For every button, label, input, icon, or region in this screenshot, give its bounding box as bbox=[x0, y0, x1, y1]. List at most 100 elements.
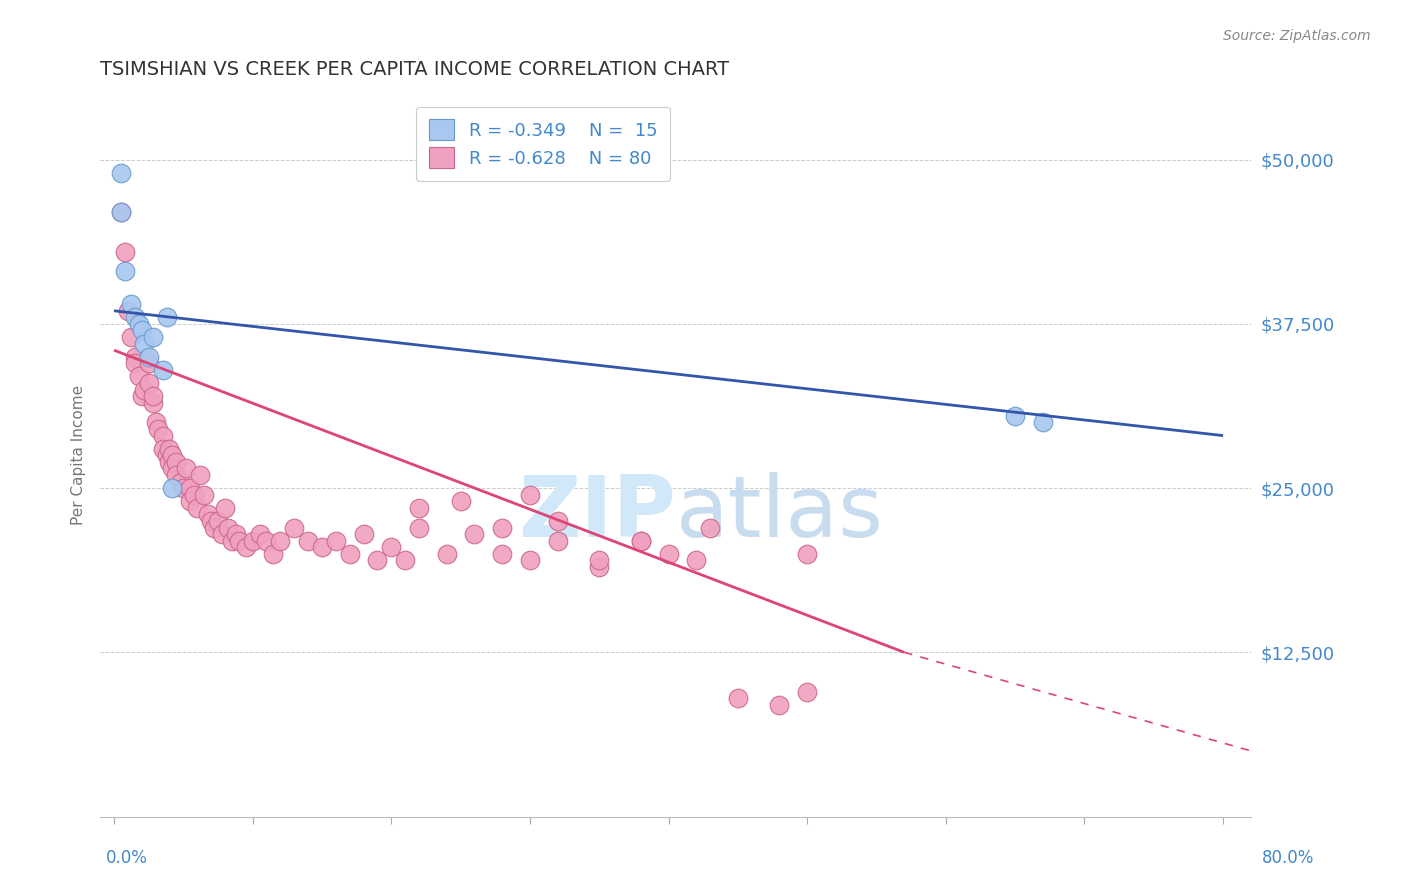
Point bbox=[491, 520, 513, 534]
Point bbox=[547, 514, 569, 528]
Point bbox=[165, 455, 187, 469]
Point bbox=[630, 533, 652, 548]
Point bbox=[436, 547, 458, 561]
Point bbox=[796, 547, 818, 561]
Point bbox=[297, 533, 319, 548]
Point bbox=[249, 527, 271, 541]
Point bbox=[160, 461, 183, 475]
Point bbox=[165, 468, 187, 483]
Point bbox=[120, 330, 142, 344]
Text: atlas: atlas bbox=[675, 472, 883, 555]
Point bbox=[145, 416, 167, 430]
Point bbox=[588, 560, 610, 574]
Point bbox=[699, 520, 721, 534]
Point bbox=[547, 533, 569, 548]
Point bbox=[179, 494, 201, 508]
Point bbox=[450, 494, 472, 508]
Point bbox=[138, 350, 160, 364]
Text: ZIP: ZIP bbox=[517, 472, 675, 555]
Point bbox=[727, 691, 749, 706]
Point bbox=[685, 553, 707, 567]
Point bbox=[491, 547, 513, 561]
Point bbox=[519, 553, 541, 567]
Point bbox=[269, 533, 291, 548]
Point bbox=[228, 533, 250, 548]
Point bbox=[114, 264, 136, 278]
Text: 80.0%: 80.0% bbox=[1263, 849, 1315, 867]
Point bbox=[128, 369, 150, 384]
Point bbox=[188, 468, 211, 483]
Point bbox=[657, 547, 679, 561]
Text: TSIMSHIAN VS CREEK PER CAPITA INCOME CORRELATION CHART: TSIMSHIAN VS CREEK PER CAPITA INCOME COR… bbox=[100, 60, 730, 78]
Point bbox=[1032, 416, 1054, 430]
Point bbox=[262, 547, 284, 561]
Point bbox=[152, 363, 174, 377]
Point bbox=[179, 481, 201, 495]
Y-axis label: Per Capita Income: Per Capita Income bbox=[72, 385, 86, 525]
Point bbox=[183, 488, 205, 502]
Point bbox=[134, 336, 156, 351]
Point bbox=[159, 455, 181, 469]
Point bbox=[186, 500, 208, 515]
Point bbox=[207, 514, 229, 528]
Point bbox=[588, 553, 610, 567]
Point bbox=[311, 541, 333, 555]
Point bbox=[142, 396, 165, 410]
Point bbox=[796, 684, 818, 698]
Point bbox=[380, 541, 402, 555]
Point bbox=[172, 481, 194, 495]
Point bbox=[131, 324, 153, 338]
Point bbox=[768, 698, 790, 712]
Point bbox=[124, 356, 146, 370]
Legend: R = -0.349    N =  15, R = -0.628    N = 80: R = -0.349 N = 15, R = -0.628 N = 80 bbox=[416, 107, 669, 181]
Point bbox=[159, 442, 181, 456]
Point bbox=[221, 533, 243, 548]
Point bbox=[169, 475, 191, 489]
Point bbox=[124, 310, 146, 325]
Point bbox=[156, 310, 179, 325]
Point bbox=[211, 527, 233, 541]
Point bbox=[110, 205, 132, 219]
Point bbox=[142, 330, 165, 344]
Point bbox=[174, 461, 197, 475]
Point bbox=[408, 520, 430, 534]
Point bbox=[214, 500, 236, 515]
Point bbox=[148, 422, 170, 436]
Point bbox=[408, 500, 430, 515]
Text: 0.0%: 0.0% bbox=[105, 849, 148, 867]
Point bbox=[519, 488, 541, 502]
Point bbox=[353, 527, 375, 541]
Point bbox=[160, 481, 183, 495]
Point bbox=[117, 303, 139, 318]
Point bbox=[200, 514, 222, 528]
Point bbox=[110, 166, 132, 180]
Point bbox=[124, 350, 146, 364]
Point bbox=[138, 376, 160, 390]
Point bbox=[156, 448, 179, 462]
Point bbox=[325, 533, 347, 548]
Point bbox=[110, 205, 132, 219]
Point bbox=[142, 389, 165, 403]
Point bbox=[114, 244, 136, 259]
Point bbox=[193, 488, 215, 502]
Point bbox=[152, 428, 174, 442]
Point bbox=[1004, 409, 1026, 423]
Point bbox=[217, 520, 239, 534]
Point bbox=[283, 520, 305, 534]
Point bbox=[235, 541, 257, 555]
Text: Source: ZipAtlas.com: Source: ZipAtlas.com bbox=[1223, 29, 1371, 43]
Point bbox=[242, 533, 264, 548]
Point bbox=[225, 527, 247, 541]
Point bbox=[152, 442, 174, 456]
Point bbox=[128, 317, 150, 331]
Point bbox=[138, 356, 160, 370]
Point bbox=[256, 533, 278, 548]
Point bbox=[202, 520, 225, 534]
Point bbox=[131, 389, 153, 403]
Point bbox=[134, 383, 156, 397]
Point bbox=[197, 508, 219, 522]
Point bbox=[339, 547, 361, 561]
Point bbox=[160, 448, 183, 462]
Point bbox=[394, 553, 416, 567]
Point bbox=[463, 527, 485, 541]
